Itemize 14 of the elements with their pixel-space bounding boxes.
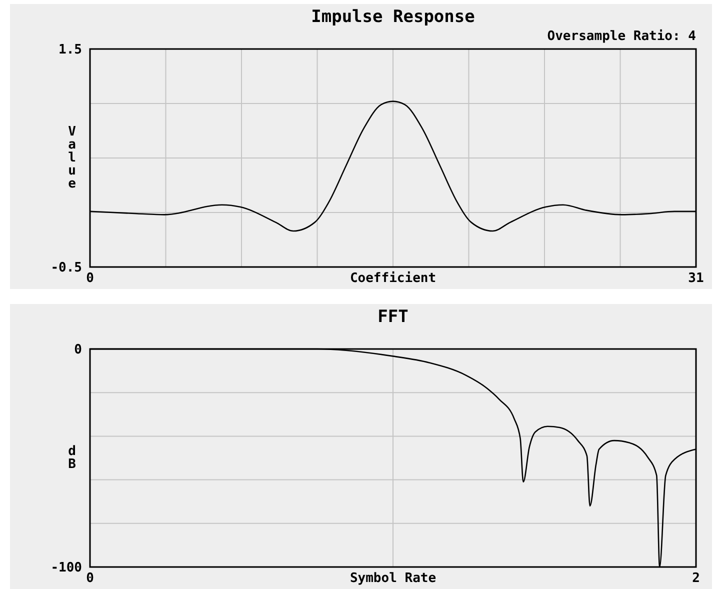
- y-tick-label: 1.5: [58, 42, 82, 58]
- line-series: [89, 348, 697, 568]
- chart-subtitle: Oversample Ratio: 4: [547, 29, 696, 44]
- chart-title: Impulse Response: [311, 7, 475, 27]
- y-tick-label: -0.5: [50, 260, 82, 276]
- x-tick-label: 2: [692, 571, 700, 586]
- chart-title: FFT: [378, 307, 408, 327]
- x-tick-label: 31: [688, 271, 704, 286]
- y-axis-title: Value: [68, 124, 76, 192]
- y-tick-label: -100: [50, 560, 82, 576]
- x-axis-title: Coefficient: [350, 271, 436, 286]
- y-tick-label: 0: [74, 342, 82, 358]
- x-axis-title: Symbol Rate: [350, 571, 436, 586]
- y-axis-title: dB: [68, 444, 76, 472]
